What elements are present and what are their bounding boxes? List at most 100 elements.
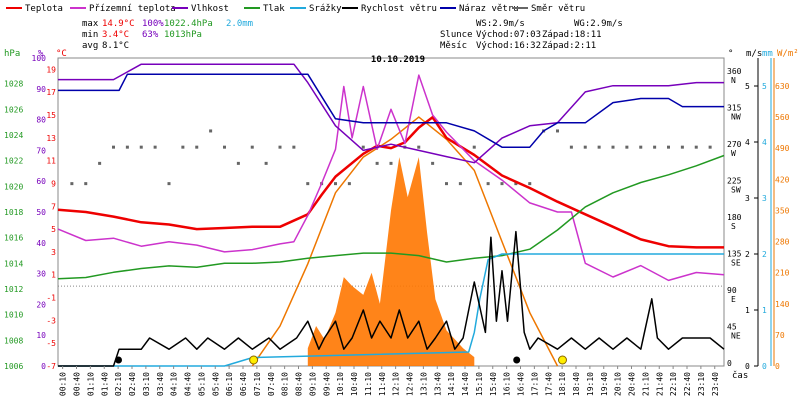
axis-unit-time: čas	[732, 370, 748, 381]
wind-dir-point	[667, 145, 670, 149]
xtick-label: 12:10	[392, 372, 401, 396]
wind-dir-point	[223, 145, 226, 149]
moon-marker	[513, 356, 521, 364]
sun-label: Slunce	[440, 30, 473, 40]
ytick-wm2: 490	[775, 144, 790, 153]
wind-dir-point	[500, 182, 504, 186]
xtick-label: 02:10	[114, 372, 123, 396]
ytick-temp: -3	[46, 316, 56, 325]
xtick-label: 07:40	[267, 372, 276, 396]
ytick-mm: 3	[762, 194, 767, 203]
ytick-temp: 13	[46, 134, 56, 143]
chart-title: 10.10.2019	[371, 55, 425, 65]
wind-dir-point	[278, 145, 282, 149]
xtick-label: 07:10	[253, 372, 262, 396]
wind-dir-point	[569, 145, 573, 149]
sun-marker	[557, 355, 567, 365]
xtick-label: 04:10	[170, 372, 179, 396]
ytick-wm2: 350	[775, 206, 790, 215]
moon-rise: Východ:16:32	[476, 41, 541, 51]
stat-max-press: 1022.4hPa	[164, 19, 213, 29]
ytick-hpa: 1018	[4, 208, 23, 217]
ytick-dir: 45	[727, 323, 737, 332]
xtick-label: 09:40	[322, 372, 331, 396]
astro-block: WS:2.9m/s WG:2.9m/s Slunce Východ:07:03 …	[440, 19, 623, 51]
ytick-hpa: 1008	[4, 336, 23, 345]
legend: Teplota Přízemní teplota Vlhkost Tlak Sr…	[6, 4, 585, 14]
xtick-label: 15:10	[475, 372, 484, 396]
wind-dir-point	[236, 161, 240, 165]
ytick-dir: 315	[727, 104, 742, 113]
ytick-hpa: 1016	[4, 234, 23, 243]
ytick-hpa: 1014	[4, 259, 23, 268]
ytick-ms: 3	[745, 194, 750, 203]
ytick-mm: 5	[762, 82, 767, 91]
xtick-label: 23:10	[697, 372, 706, 396]
xtick-label: 18:40	[572, 372, 581, 396]
ytick-dir-name: NW	[731, 113, 741, 122]
ytick-wm2: 140	[775, 300, 790, 309]
ytick-temp: -7	[46, 362, 56, 371]
ytick-hpa: 1006	[4, 362, 23, 371]
ytick-wm2: 210	[775, 269, 790, 278]
wind-dir-point	[597, 145, 601, 149]
ytick-wm2: 560	[775, 113, 790, 122]
axis-unit-pct: %	[38, 49, 44, 59]
series-line	[58, 73, 724, 148]
ytick-wm2: 0	[775, 362, 780, 371]
ytick-mm: 1	[762, 306, 767, 315]
xtick-label: 03:10	[142, 372, 151, 396]
wind-dir-point	[112, 145, 115, 149]
legend-gust: Náraz větru	[459, 4, 519, 14]
ytick-dir: 90	[727, 286, 737, 295]
xtick-label: 22:10	[669, 372, 678, 396]
series-line	[58, 63, 724, 164]
ytick-temp: 3	[51, 248, 56, 257]
wind-dir-point	[167, 182, 171, 186]
xtick-label: 13:10	[419, 372, 428, 396]
xtick-label: 12:40	[406, 372, 415, 396]
ytick-ms: 2	[745, 250, 750, 259]
stat-min-press: 1013hPa	[164, 30, 202, 40]
stat-max-rain: 2.0mm	[226, 19, 253, 29]
ytick-dir-name: S	[731, 222, 736, 231]
series-line	[57, 154, 725, 280]
wind-dir-point	[306, 182, 310, 186]
ytick-hpa: 1010	[4, 311, 23, 320]
xtick-label: 11:10	[364, 372, 373, 396]
xtick-label: 20:40	[628, 372, 637, 396]
wind-dir-point	[292, 145, 296, 149]
ytick-dir: 180	[727, 213, 742, 222]
series-line	[58, 230, 725, 367]
ytick-dir-name: SW	[731, 186, 741, 195]
ytick-dir: 135	[727, 250, 742, 259]
ytick-hpa: 1012	[4, 285, 23, 294]
ytick-temp: 1	[51, 271, 56, 280]
xtick-label: 11:40	[378, 372, 387, 396]
ytick-mm: 4	[762, 138, 767, 147]
ytick-mm: 0	[762, 362, 767, 371]
xtick-label: 09:10	[308, 372, 317, 396]
ytick-pct: 70	[36, 146, 46, 155]
legend-dir: Směr větru	[531, 4, 585, 14]
ytick-dir-name: W	[731, 149, 736, 158]
ytick-temp: 11	[46, 157, 56, 166]
moon-set: Západ:2:11	[542, 41, 596, 51]
wind-dir-point	[708, 145, 712, 149]
xtick-label: 16:10	[503, 372, 512, 396]
xtick-label: 02:40	[128, 372, 137, 396]
info-ws: WS:2.9m/s	[476, 19, 525, 29]
xtick-label: 22:40	[683, 372, 692, 396]
ytick-ms: 1	[745, 306, 750, 315]
stat-min-label: min	[82, 30, 98, 40]
ytick-ms: 0	[745, 362, 750, 371]
xtick-label: 13:40	[433, 372, 442, 396]
sun-set: Západ:18:11	[542, 30, 602, 40]
wind-dir-point	[472, 145, 476, 149]
wind-dir-point	[583, 145, 587, 149]
xtick-label: 17:40	[544, 372, 553, 396]
ytick-wm2: 280	[775, 238, 790, 247]
xtick-label: 15:40	[489, 372, 498, 396]
xtick-label: 19:40	[600, 372, 609, 396]
stat-avg-temp: 8.1°C	[102, 41, 129, 51]
